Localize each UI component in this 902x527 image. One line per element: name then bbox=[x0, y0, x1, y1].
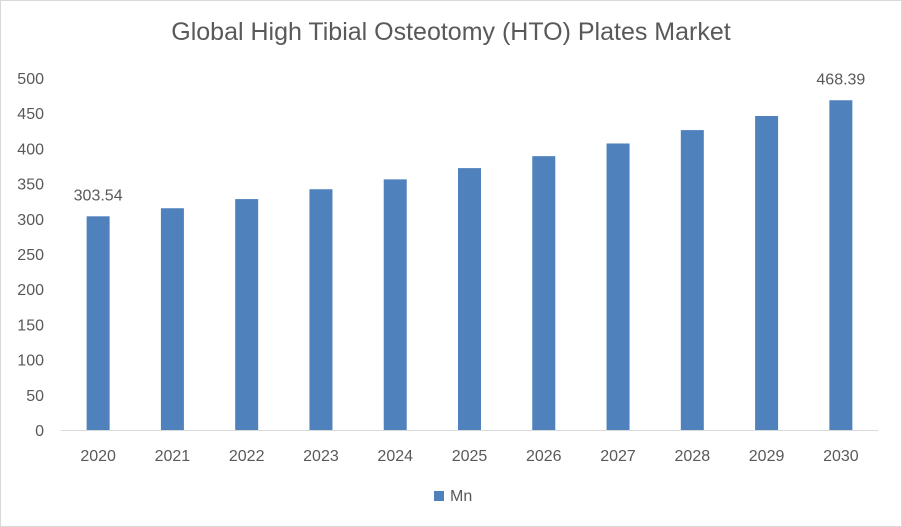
y-tick-label: 100 bbox=[17, 353, 44, 370]
x-tick-label: 2025 bbox=[452, 448, 488, 465]
x-tick-label: 2023 bbox=[303, 448, 339, 465]
x-tick-label: 2028 bbox=[675, 448, 711, 465]
y-tick-label: 300 bbox=[17, 212, 44, 229]
y-tick-label: 200 bbox=[17, 282, 44, 299]
x-tick-label: 2030 bbox=[823, 448, 859, 465]
bar-series bbox=[86, 100, 853, 431]
y-tick-label: 150 bbox=[17, 317, 44, 334]
data-label-2030: 468.39 bbox=[816, 71, 865, 88]
x-tick-label: 2026 bbox=[526, 448, 562, 465]
x-tick-label: 2021 bbox=[155, 448, 191, 465]
legend: Mn bbox=[434, 488, 472, 505]
y-tick-label: 0 bbox=[35, 423, 44, 440]
y-tick-label: 400 bbox=[17, 141, 44, 158]
bar-2029 bbox=[755, 116, 779, 431]
x-tick-label: 2027 bbox=[600, 448, 636, 465]
x-tick-label: 2029 bbox=[749, 448, 785, 465]
y-tick-label: 500 bbox=[17, 71, 44, 88]
legend-swatch bbox=[434, 491, 444, 501]
bar-2028 bbox=[680, 130, 704, 430]
bar-2021 bbox=[160, 208, 184, 430]
x-tick-label: 2022 bbox=[229, 448, 265, 465]
y-tick-label: 450 bbox=[17, 106, 44, 123]
x-axis-ticks: 2020 2021 2022 2023 2024 2025 2026 2027 2028 2029… bbox=[80, 448, 858, 465]
y-tick-label: 350 bbox=[17, 177, 44, 194]
y-tick-label: 50 bbox=[26, 388, 44, 405]
y-axis-ticks: 0 50 100 150 200 250 300 350 400 450 500 bbox=[17, 71, 44, 440]
bar-2023 bbox=[309, 189, 333, 430]
bar-2020 bbox=[86, 216, 110, 430]
data-label-2020: 303.54 bbox=[74, 187, 123, 204]
data-labels: 303.54 468.39 bbox=[74, 71, 866, 204]
y-tick-label: 250 bbox=[17, 247, 44, 264]
x-tick-label: 2024 bbox=[377, 448, 413, 465]
bar-2025 bbox=[458, 168, 481, 430]
x-tick-label: 2020 bbox=[80, 448, 116, 465]
bar-2022 bbox=[235, 199, 259, 430]
bar-2024 bbox=[383, 179, 407, 430]
chart-title: Global High Tibial Osteotomy (HTO) Plate… bbox=[171, 18, 731, 46]
bar-2026 bbox=[532, 156, 556, 431]
bar-2030 bbox=[829, 100, 853, 430]
legend-label: Mn bbox=[450, 488, 472, 505]
bar-2027 bbox=[606, 143, 630, 431]
